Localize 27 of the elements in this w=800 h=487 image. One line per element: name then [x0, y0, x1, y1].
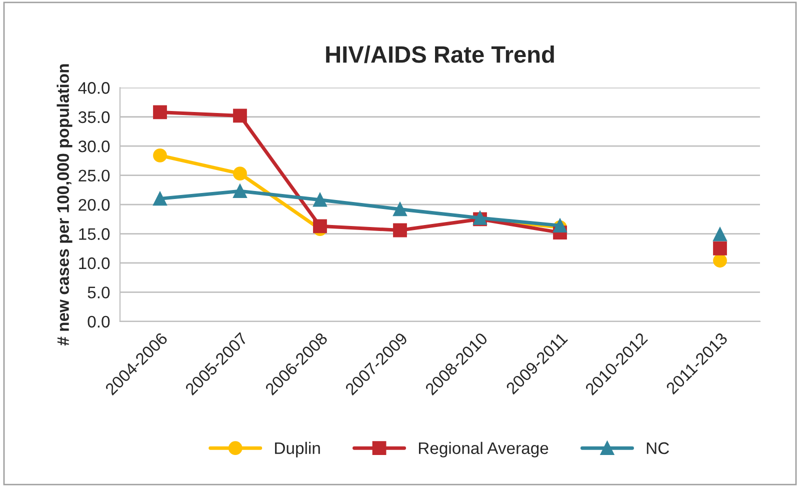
legend-label: NC: [646, 442, 669, 454]
legend-label: Duplin: [275, 442, 320, 458]
y-tick-label: 10.0: [79, 257, 110, 270]
y-tick-label: 15.0: [79, 228, 110, 240]
y-tick-label: 35.0: [78, 111, 110, 124]
point: [233, 108, 247, 123]
chart-title: HIV/AIDS Rate Trend: [326, 46, 554, 64]
point: [153, 105, 167, 120]
point: [393, 202, 407, 216]
point: [713, 227, 727, 242]
point: [313, 219, 327, 234]
y-tick-label: 5.0: [88, 286, 110, 298]
point: [153, 192, 167, 206]
y-tick-label: 0.0: [88, 316, 110, 328]
point: [313, 192, 327, 207]
point: [393, 223, 407, 238]
y-tick-label: 20.0: [78, 198, 110, 211]
point: [713, 241, 727, 256]
y-tick-label: 30.0: [78, 140, 110, 152]
point: [233, 184, 247, 198]
point: [153, 148, 167, 162]
y-tick-label: 40.0: [78, 82, 110, 94]
y-tick-label: 25.0: [78, 170, 110, 182]
y-axis-title: # new cases per 100,000 population: [56, 64, 72, 346]
legend-label: Regional Average: [418, 442, 548, 458]
point: [233, 166, 247, 181]
point: [713, 254, 727, 268]
